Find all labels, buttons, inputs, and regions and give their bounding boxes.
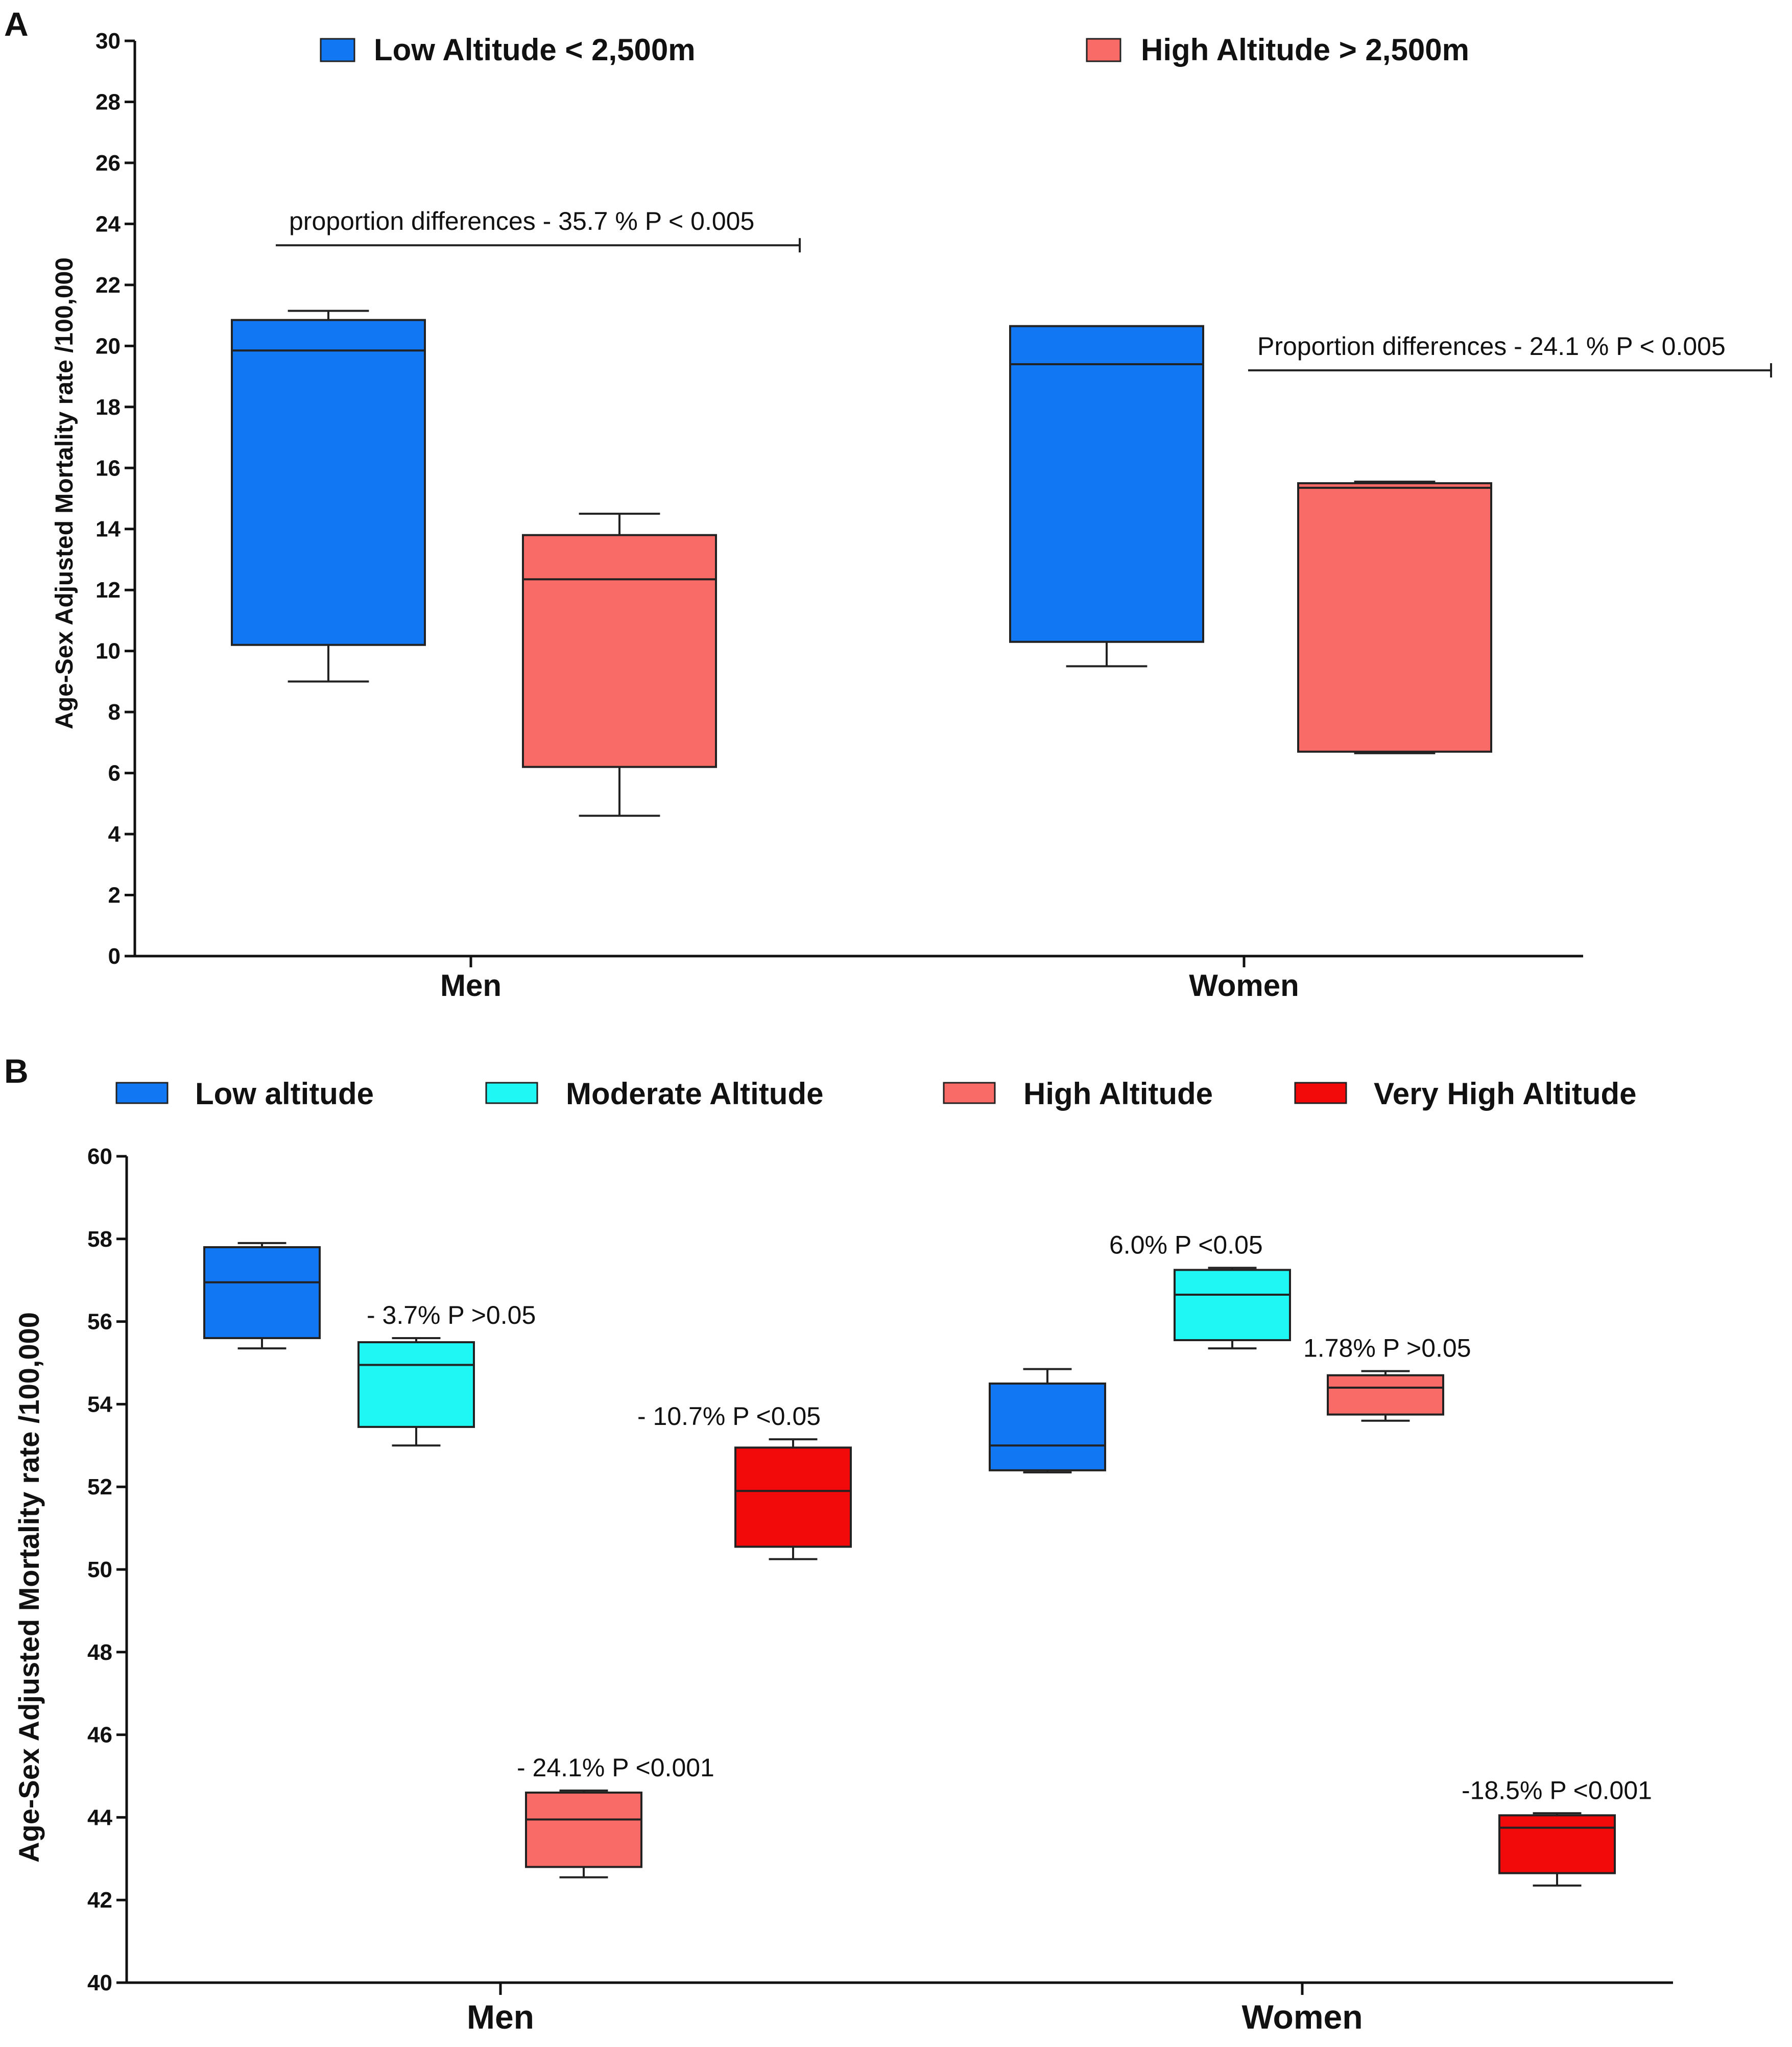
box-body xyxy=(1009,325,1204,643)
panel-b-legend-label-moderate: Moderate Altitude xyxy=(566,1077,823,1111)
panel-b-box-women-3 xyxy=(1498,1812,1616,1887)
panel-b-y-tick-label: 44 xyxy=(87,1805,112,1830)
panel-a-box-men-1 xyxy=(522,512,717,817)
panel-b-y-ticks: 40 42 44 46 48 50 52 54 56 58 60 xyxy=(87,1144,127,1995)
panel-a-legend-label-high: High Altitude > 2,500m xyxy=(1141,33,1469,67)
panel-b-box-men-3 xyxy=(734,1438,852,1560)
panel-b-box-women-1 xyxy=(1174,1267,1291,1350)
panel-b-letter: B xyxy=(4,1052,29,1090)
panel-b-y-tick-label: 42 xyxy=(87,1888,112,1913)
panel-b-legend-swatch-very-high xyxy=(1294,1082,1347,1104)
panel-b-legend-label-high: High Altitude xyxy=(1023,1077,1213,1111)
panel-b-y-tick-label: 56 xyxy=(87,1310,112,1335)
panel-b-y-tick-label: 54 xyxy=(87,1392,112,1417)
box-body xyxy=(203,1246,321,1339)
panel-b-legend-swatch-low xyxy=(115,1082,169,1104)
panel-b-annotation-moderate-women: 6.0% P <0.05 xyxy=(1109,1230,1263,1259)
panel-b-y-tick-label: 60 xyxy=(87,1144,112,1169)
panel-a-y-tick-label: 4 xyxy=(108,822,121,847)
panel-b-legend-swatch-high xyxy=(943,1082,996,1104)
panel-b-y-tick-label: 52 xyxy=(87,1474,112,1499)
panel-a-box-men-0 xyxy=(231,310,426,683)
panel-a-category-women: Women xyxy=(1189,968,1299,1003)
box-body xyxy=(522,534,717,768)
panel-a-y-tick-label: 16 xyxy=(95,456,121,481)
box-body xyxy=(1498,1814,1616,1874)
panel-a-y-tick-label: 8 xyxy=(108,700,121,725)
panel-a-category-men: Men xyxy=(440,968,501,1003)
panel-a-y-tick-label: 0 xyxy=(108,944,121,969)
panel-a-boxes xyxy=(231,310,1492,817)
panel-a-box-women-0 xyxy=(1009,325,1204,668)
panel-b-y-tick-label: 58 xyxy=(87,1227,112,1252)
panel-a-y-tick-label: 30 xyxy=(95,29,121,54)
panel-a-annotation-men: proportion differences - 35.7 % P < 0.00… xyxy=(276,207,801,253)
panel-a-y-tick-label: 18 xyxy=(95,395,121,420)
panel-b-annotation-very-high-women: -18.5% P <0.001 xyxy=(1462,1776,1652,1804)
panel-a-legend-swatch-low xyxy=(320,38,355,62)
panel-b-box-women-0 xyxy=(989,1368,1106,1473)
panel-a-box-women-1 xyxy=(1297,481,1492,754)
panel-b: B Low altitude Moderate Altitude High Al… xyxy=(4,1052,1673,2036)
box-body xyxy=(357,1341,475,1428)
panel-b-annotation-high-women: 1.78% P >0.05 xyxy=(1303,1334,1471,1363)
box-body xyxy=(989,1382,1106,1471)
panel-b-legend-swatch-moderate xyxy=(485,1082,538,1104)
panel-b-box-men-0 xyxy=(203,1242,321,1350)
panel-b-category-men: Men xyxy=(467,1998,534,2036)
panel-a-y-tick-label: 20 xyxy=(95,334,121,359)
box-body xyxy=(1174,1269,1291,1342)
panel-b-box-women-2 xyxy=(1327,1370,1444,1422)
panel-b-legend-label-low: Low altitude xyxy=(195,1077,374,1111)
box-body xyxy=(734,1446,852,1548)
panel-b-category-women: Women xyxy=(1241,1998,1363,2036)
panel-a-y-tick-label: 24 xyxy=(95,211,121,236)
panel-b-y-tick-label: 50 xyxy=(87,1557,112,1582)
panel-a-legend-swatch-high xyxy=(1086,38,1121,62)
panel-b-y-tick-label: 48 xyxy=(87,1640,112,1665)
panel-a-y-tick-label: 10 xyxy=(95,639,121,664)
panel-a-y-axis-title: Age-Sex Adjusted Mortality rate /100,000 xyxy=(51,257,78,729)
box-body xyxy=(525,1791,642,1868)
panel-a-y-tick-label: 2 xyxy=(108,883,121,908)
panel-a-y-tick-label: 12 xyxy=(95,578,121,603)
box-body xyxy=(1297,482,1492,753)
panel-b-annotation-moderate-men: - 3.7% P >0.05 xyxy=(367,1301,536,1329)
box-body xyxy=(1327,1374,1444,1416)
panel-a-letter: A xyxy=(4,5,29,43)
panel-a-legend-label-low: Low Altitude < 2,500m xyxy=(374,33,696,67)
panel-b-y-tick-label: 46 xyxy=(87,1723,112,1748)
panel-b-box-men-1 xyxy=(357,1337,475,1447)
panel-b-annotation-very-high-men: - 10.7% P <0.05 xyxy=(637,1402,821,1431)
panel-a-annotation-women-text: Proportion differences - 24.1 % P < 0.00… xyxy=(1257,332,1726,361)
panel-b-y-axis-title: Age-Sex Adjusted Mortality rate /100,000 xyxy=(13,1312,45,1863)
panel-b-annotation-high-men: - 24.1% P <0.001 xyxy=(517,1753,714,1782)
panel-b-y-tick-label: 40 xyxy=(87,1970,112,1995)
panel-b-legend-label-very-high: Very High Altitude xyxy=(1374,1077,1637,1111)
panel-b-boxes xyxy=(203,1242,1616,1887)
panel-a-annotation-men-text: proportion differences - 35.7 % P < 0.00… xyxy=(289,207,754,235)
panel-a-y-tick-label: 26 xyxy=(95,151,121,176)
panel-a-y-tick-label: 28 xyxy=(95,89,121,114)
panel-a-y-tick-label: 6 xyxy=(108,761,121,786)
panel-b-box-men-2 xyxy=(525,1789,642,1878)
panel-a-annotation-women: Proportion differences - 24.1 % P < 0.00… xyxy=(1248,332,1772,378)
panel-a-y-tick-label: 22 xyxy=(95,273,121,298)
panel-a-y-tick-label: 14 xyxy=(95,517,121,542)
panel-a: A Low Altitude < 2,500m High Altitude > … xyxy=(4,5,1772,1003)
box-body xyxy=(231,319,426,646)
